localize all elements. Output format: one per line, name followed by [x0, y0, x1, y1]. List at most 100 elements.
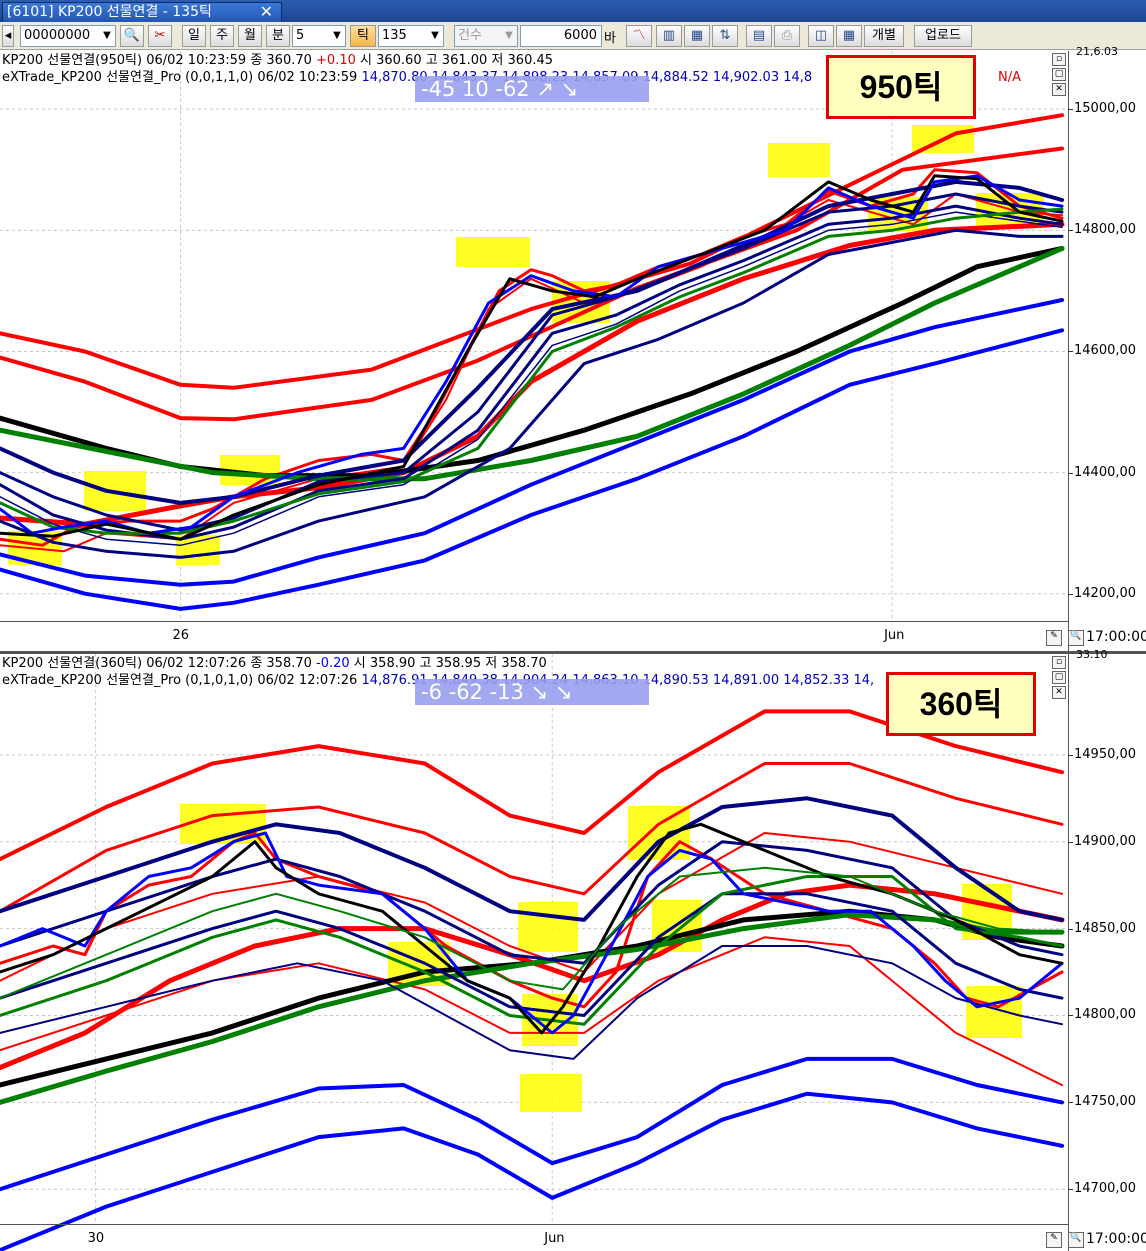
series-line-7 — [0, 298, 1064, 587]
indicator-info-line: eXTrade_KP200 선물연결_Pro (0,0,1,1,0) 06/02… — [2, 70, 813, 85]
y-tick-label: 14950,00 — [1074, 746, 1137, 762]
x-axis — [0, 621, 1068, 651]
zoom-icon[interactable]: 🔍 — [1068, 1232, 1084, 1248]
y-tick-label: 14800,00 — [1074, 1007, 1137, 1023]
count-select[interactable]: 건수 ▼ — [454, 25, 518, 47]
close-icon[interactable]: ✕ — [259, 2, 273, 21]
maximize-icon[interactable]: ▢ — [1052, 671, 1066, 684]
period-minute-button[interactable]: 분 — [266, 25, 290, 47]
tick-label-tag: 360틱 — [886, 672, 1036, 736]
minimize-icon[interactable]: ▫ — [1052, 656, 1066, 669]
y-tick-mark — [1068, 230, 1073, 232]
edit-icon[interactable]: ✎ — [1046, 1232, 1062, 1248]
tick-select[interactable]: 135 ▼ — [378, 25, 444, 47]
y-tick-mark — [1068, 472, 1073, 474]
maximize-icon[interactable]: ▢ — [1052, 68, 1066, 81]
x-tick-label: 30 — [87, 1231, 105, 1246]
series-line-11 — [0, 204, 1064, 541]
series-line-12 — [0, 211, 1063, 547]
y-tick-label: 14700,00 — [1074, 1181, 1137, 1197]
window-title: [6101] KP200 선물연결 - 135틱 — [7, 4, 212, 20]
code-input[interactable]: 00000000 ▼ — [20, 25, 116, 47]
window-tab[interactable]: [6101] KP200 선물연결 - 135틱 ✕ — [2, 2, 282, 22]
title-bar: [6101] KP200 선물연결 - 135틱 ✕ — [0, 0, 1146, 22]
minimize-icon[interactable]: ▫ — [1052, 53, 1066, 66]
series-line-15 — [0, 831, 1064, 1035]
toolbar: ◂ 00000000 ▼ 🔍 ✂ 일 주 월 분 5 ▼ 틱 135 ▼ 건수 ▼ 60… — [0, 22, 1146, 50]
y-tick-mark — [1068, 351, 1073, 353]
chart-panel-360: KP200 선물연결(360틱) 06/02 12:07:26 종 358.70… — [0, 648, 1146, 1251]
series-line-6 — [0, 246, 1065, 482]
chevron-down-icon[interactable]: ▼ — [505, 30, 513, 41]
highlight-box — [966, 986, 1022, 1038]
scroll-left-icon[interactable]: ◂ — [2, 25, 14, 47]
tick-button[interactable]: 틱 — [350, 25, 376, 47]
series-line-7 — [0, 912, 1065, 1105]
minute-select[interactable]: 5 ▼ — [292, 25, 346, 47]
x-tick-label: Jun — [544, 1231, 565, 1246]
highlight-box — [456, 237, 530, 267]
series-line-8 — [0, 328, 1064, 611]
series-line-17 — [0, 866, 1063, 1000]
search-icon[interactable]: 🔍 — [120, 25, 144, 47]
price-chart-950[interactable] — [0, 51, 1068, 651]
chevron-down-icon[interactable]: ▼ — [431, 30, 439, 41]
close-panel-icon[interactable]: ✕ — [1052, 686, 1066, 699]
period-month-button[interactable]: 월 — [238, 25, 262, 47]
series-line-10 — [0, 192, 1064, 532]
y-axis — [1068, 654, 1146, 1251]
y-tick-label: 15000,00 — [1074, 101, 1137, 117]
y-tick-label: 14200,00 — [1074, 585, 1137, 601]
axis-top-value: 33.10 — [1076, 648, 1108, 661]
y-tick-label: 14900,00 — [1074, 833, 1137, 849]
price-chart-360[interactable] — [0, 654, 1068, 1251]
upload-button[interactable]: 업로드 — [914, 25, 972, 47]
volume-chart-icon[interactable]: ▦ — [684, 25, 710, 47]
y-tick-mark — [1068, 1189, 1073, 1191]
x-tick-label: Jun — [884, 628, 905, 643]
y-tick-label: 14850,00 — [1074, 920, 1137, 936]
y-tick-label: 14600,00 — [1074, 343, 1137, 359]
y-tick-mark — [1068, 593, 1073, 595]
y-tick-label: 14800,00 — [1074, 222, 1137, 238]
edit-icon[interactable]: ✎ — [1046, 630, 1062, 646]
time-label: 17:00:00 — [1086, 1231, 1146, 1247]
document-icon[interactable]: ▤ — [746, 25, 772, 47]
y-tick-mark — [1068, 841, 1073, 843]
series-line-4 — [0, 882, 1065, 1071]
bar-chart-icon[interactable]: ▥ — [656, 25, 682, 47]
print-icon[interactable]: ⎙ — [774, 25, 800, 47]
x-axis — [0, 1224, 1068, 1251]
tick-label-tag: 950틱 — [826, 55, 976, 119]
y-tick-label: 14400,00 — [1074, 464, 1137, 480]
indicator-icon[interactable]: ◫ — [808, 25, 834, 47]
series-line-14 — [0, 174, 1064, 535]
close-panel-icon[interactable]: ✕ — [1052, 83, 1066, 96]
sort-icon[interactable]: ⇅ — [712, 25, 738, 47]
series-line-8 — [0, 1056, 1064, 1192]
y-tick-mark — [1068, 754, 1073, 756]
highlight-box — [768, 143, 830, 177]
series-line-0 — [0, 709, 1064, 862]
na-value: N/A — [998, 70, 1021, 85]
series-line-3 — [0, 168, 1064, 547]
period-day-button[interactable]: 일 — [182, 25, 206, 47]
table-icon[interactable]: ▦ — [836, 25, 862, 47]
y-tick-mark — [1068, 1102, 1073, 1104]
bars-input[interactable]: 6000 — [520, 25, 602, 47]
series-line-15 — [0, 174, 1064, 541]
search-remove-icon[interactable]: ✂ — [148, 25, 172, 47]
price-info-line: KP200 선물연결(950틱) 06/02 10:23:59 종 360.70… — [2, 53, 554, 68]
individual-button[interactable]: 개별 — [864, 25, 904, 47]
line-chart-icon[interactable]: 〽 — [626, 25, 652, 47]
zoom-icon[interactable]: 🔍 — [1068, 630, 1084, 646]
bars-unit: 바 — [604, 31, 616, 46]
series-line-1 — [0, 762, 1064, 913]
highlight-box — [520, 1074, 582, 1112]
period-week-button[interactable]: 주 — [210, 25, 234, 47]
series-line-9 — [0, 1091, 1064, 1251]
axis-top-value: 21,6.03 — [1076, 45, 1118, 58]
chevron-down-icon[interactable]: ▼ — [103, 30, 111, 41]
chevron-down-icon[interactable]: ▼ — [333, 30, 341, 41]
series-line-11 — [0, 840, 1064, 965]
